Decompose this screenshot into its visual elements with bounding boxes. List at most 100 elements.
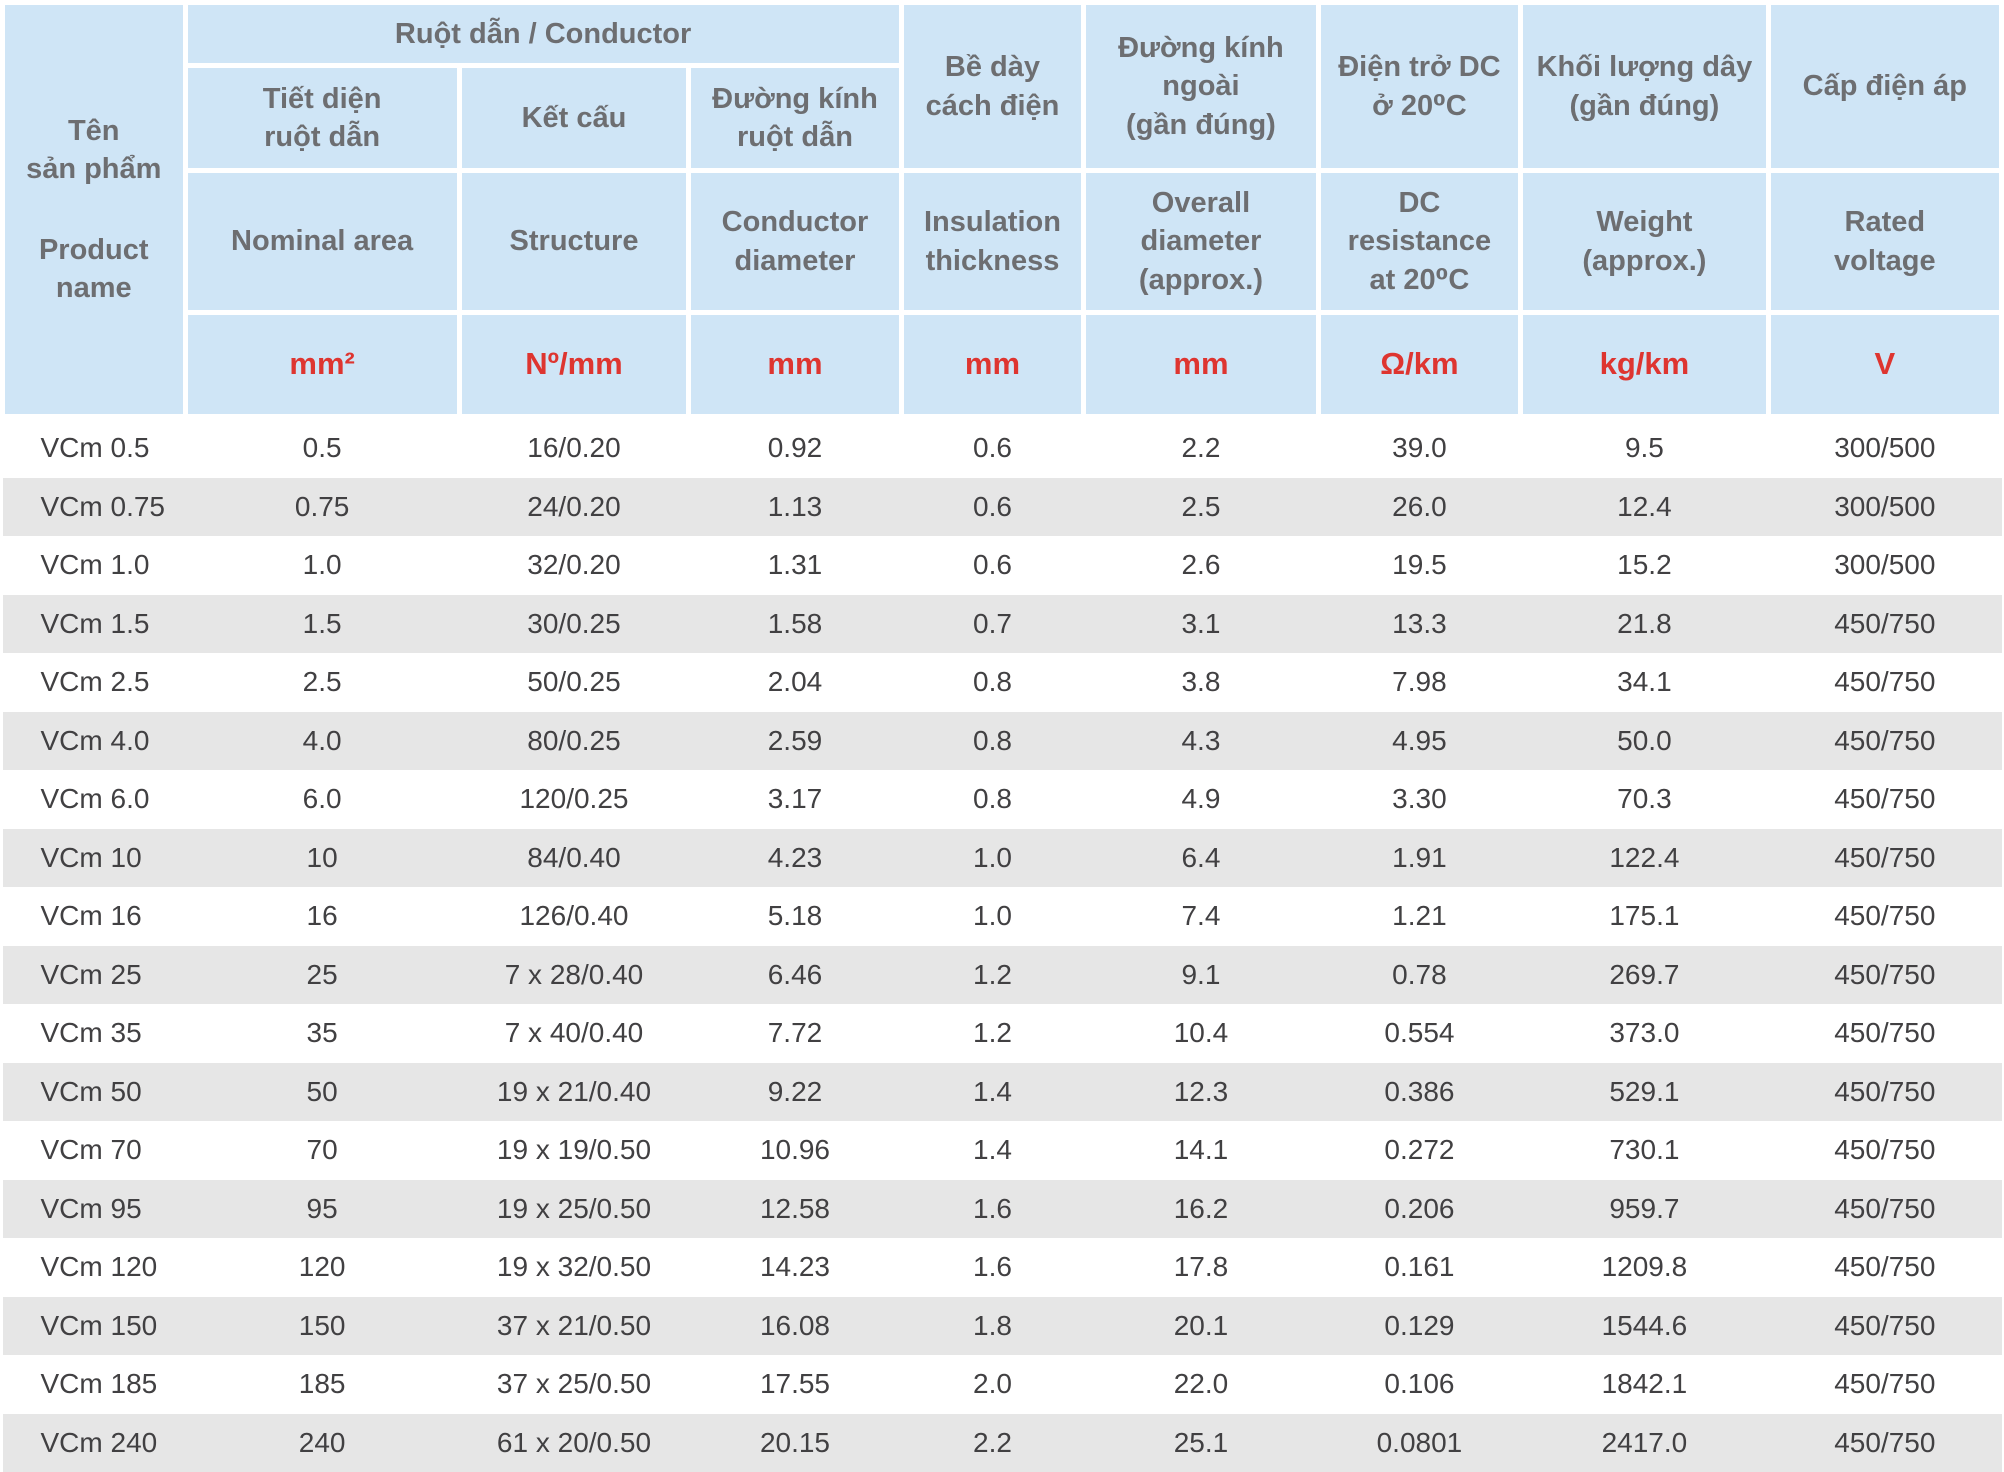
cell-nominal-area: 6.0 <box>185 770 459 829</box>
cell-insulation-thickness: 0.6 <box>901 417 1084 478</box>
header-vi-conductor-diameter: Đường kính ruột dẫn <box>689 66 901 171</box>
cell-structure: 37 x 25/0.50 <box>459 1355 688 1414</box>
cell-structure: 126/0.40 <box>459 887 688 946</box>
product-name-header-vi: Tên sản phẩm <box>11 112 177 189</box>
cell-nominal-area: 35 <box>185 1004 459 1063</box>
cell-rated-voltage: 300/500 <box>1768 478 2001 537</box>
cell-dc-resistance: 1.21 <box>1318 887 1520 946</box>
cell-structure: 16/0.20 <box>459 417 688 478</box>
cell-conductor-diameter: 3.17 <box>689 770 901 829</box>
cell-weight: 175.1 <box>1521 887 1768 946</box>
cell-name: VCm 10 <box>3 829 186 888</box>
cell-dc-resistance: 0.78 <box>1318 946 1520 1005</box>
cell-conductor-diameter: 16.08 <box>689 1297 901 1356</box>
unit-weight: kg/km <box>1521 313 1768 417</box>
cell-dc-resistance: 0.272 <box>1318 1121 1520 1180</box>
cell-nominal-area: 0.75 <box>185 478 459 537</box>
cell-dc-resistance: 0.554 <box>1318 1004 1520 1063</box>
cell-insulation-thickness: 1.2 <box>901 1004 1084 1063</box>
cell-overall-diameter: 22.0 <box>1084 1355 1318 1414</box>
cell-weight: 122.4 <box>1521 829 1768 888</box>
header-banner-row: Tên sản phẩm Product name Ruột dẫn / Con… <box>3 3 2002 66</box>
header-units-row: mm² Nº/mm mm mm mm Ω/km kg/km V <box>3 313 2002 417</box>
cell-overall-diameter: 20.1 <box>1084 1297 1318 1356</box>
cell-name: VCm 150 <box>3 1297 186 1356</box>
cell-insulation-thickness: 1.0 <box>901 887 1084 946</box>
cell-name: VCm 35 <box>3 1004 186 1063</box>
cell-name: VCm 2.5 <box>3 653 186 712</box>
header-vi-overall-diameter: Đường kính ngoài (gần đúng) <box>1084 3 1318 171</box>
cell-rated-voltage: 450/750 <box>1768 1063 2001 1122</box>
cell-name: VCm 95 <box>3 1180 186 1239</box>
cell-rated-voltage: 450/750 <box>1768 1355 2001 1414</box>
cell-name: VCm 70 <box>3 1121 186 1180</box>
cell-nominal-area: 25 <box>185 946 459 1005</box>
cell-overall-diameter: 2.2 <box>1084 417 1318 478</box>
cell-name: VCm 0.5 <box>3 417 186 478</box>
cell-structure: 24/0.20 <box>459 478 688 537</box>
cell-rated-voltage: 450/750 <box>1768 1121 2001 1180</box>
cell-nominal-area: 95 <box>185 1180 459 1239</box>
cell-name: VCm 6.0 <box>3 770 186 829</box>
cell-name: VCm 185 <box>3 1355 186 1414</box>
header-en-rated-voltage: Rated voltage <box>1768 171 2001 313</box>
header-vi-insulation-thickness: Bề dày cách điện <box>901 3 1084 171</box>
cell-insulation-thickness: 2.0 <box>901 1355 1084 1414</box>
cell-structure: 32/0.20 <box>459 536 688 595</box>
cell-insulation-thickness: 1.8 <box>901 1297 1084 1356</box>
cell-name: VCm 16 <box>3 887 186 946</box>
cell-name: VCm 1.0 <box>3 536 186 595</box>
cell-rated-voltage: 450/750 <box>1768 946 2001 1005</box>
cell-conductor-diameter: 4.23 <box>689 829 901 888</box>
cell-nominal-area: 10 <box>185 829 459 888</box>
cell-dc-resistance: 4.95 <box>1318 712 1520 771</box>
cell-conductor-diameter: 0.92 <box>689 417 901 478</box>
cell-insulation-thickness: 0.8 <box>901 770 1084 829</box>
cell-insulation-thickness: 0.8 <box>901 653 1084 712</box>
cell-nominal-area: 50 <box>185 1063 459 1122</box>
cell-nominal-area: 1.0 <box>185 536 459 595</box>
header-vi-structure: Kết cấu <box>459 66 688 171</box>
cell-dc-resistance: 0.129 <box>1318 1297 1520 1356</box>
unit-rated-voltage: V <box>1768 313 2001 417</box>
cell-insulation-thickness: 1.0 <box>901 829 1084 888</box>
cell-structure: 19 x 19/0.50 <box>459 1121 688 1180</box>
unit-nominal-area: mm² <box>185 313 459 417</box>
cell-conductor-diameter: 2.04 <box>689 653 901 712</box>
cell-dc-resistance: 39.0 <box>1318 417 1520 478</box>
cell-overall-diameter: 16.2 <box>1084 1180 1318 1239</box>
cell-dc-resistance: 0.386 <box>1318 1063 1520 1122</box>
cell-rated-voltage: 450/750 <box>1768 712 2001 771</box>
cell-dc-resistance: 0.161 <box>1318 1238 1520 1297</box>
cell-insulation-thickness: 0.8 <box>901 712 1084 771</box>
cell-nominal-area: 70 <box>185 1121 459 1180</box>
cell-overall-diameter: 17.8 <box>1084 1238 1318 1297</box>
cell-insulation-thickness: 0.6 <box>901 478 1084 537</box>
cell-dc-resistance: 7.98 <box>1318 653 1520 712</box>
cell-name: VCm 0.75 <box>3 478 186 537</box>
cell-nominal-area: 2.5 <box>185 653 459 712</box>
cell-rated-voltage: 450/750 <box>1768 887 2001 946</box>
cell-conductor-diameter: 7.72 <box>689 1004 901 1063</box>
cell-nominal-area: 1.5 <box>185 595 459 654</box>
cell-structure: 19 x 21/0.40 <box>459 1063 688 1122</box>
cell-dc-resistance: 26.0 <box>1318 478 1520 537</box>
cell-overall-diameter: 7.4 <box>1084 887 1318 946</box>
header-en-row: Nominal area Structure Conductor diamete… <box>3 171 2002 313</box>
cell-insulation-thickness: 0.7 <box>901 595 1084 654</box>
cell-conductor-diameter: 6.46 <box>689 946 901 1005</box>
cell-weight: 9.5 <box>1521 417 1768 478</box>
cell-insulation-thickness: 0.6 <box>901 536 1084 595</box>
cell-conductor-diameter: 14.23 <box>689 1238 901 1297</box>
cell-dc-resistance: 1.91 <box>1318 829 1520 888</box>
unit-dc-resistance: Ω/km <box>1318 313 1520 417</box>
cell-conductor-diameter: 9.22 <box>689 1063 901 1122</box>
